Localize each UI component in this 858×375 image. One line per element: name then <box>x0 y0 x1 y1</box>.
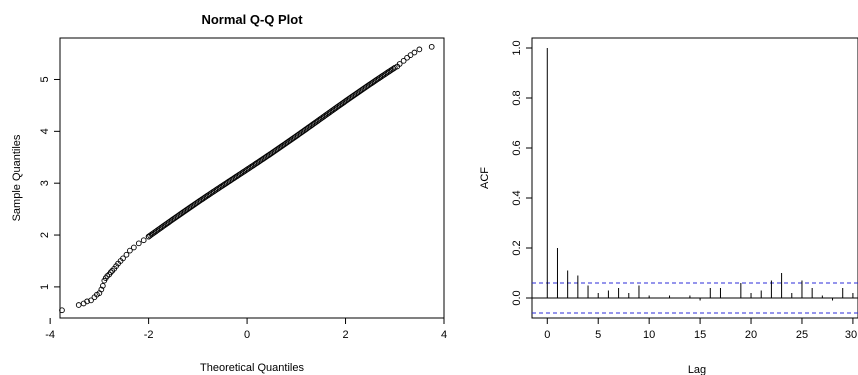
qq-point <box>226 178 233 184</box>
acf-y-tick-label: 0.4 <box>511 190 523 205</box>
qq-point <box>229 176 236 182</box>
acf-y-tick-label: 1.0 <box>511 40 523 55</box>
qq-point <box>416 46 423 53</box>
qq-x-tick-label: -2 <box>144 329 154 341</box>
acf-x-tick-label: 5 <box>595 329 601 341</box>
qq-y-tick-label: 4 <box>39 128 51 134</box>
qq-point <box>221 181 227 188</box>
qq-point <box>391 64 398 71</box>
qq-x-ticks: -4 -2 0 2 4 <box>45 318 447 341</box>
qq-plot-title: Normal Q-Q Plot <box>201 12 303 27</box>
qq-point <box>231 175 237 181</box>
qq-x-tick-label: 2 <box>342 329 348 341</box>
qq-y-ticks: 1 2 3 4 5 <box>39 76 60 290</box>
acf-y-axis-title: ACF <box>479 167 491 189</box>
qq-point <box>120 255 126 262</box>
qq-point <box>123 251 130 258</box>
qq-point <box>400 57 407 64</box>
qq-point <box>75 302 82 308</box>
qq-point <box>218 183 224 190</box>
acf-x-tick-label: 20 <box>745 329 757 341</box>
qq-point <box>234 173 240 180</box>
qq-point <box>407 52 414 58</box>
qq-point <box>390 65 397 72</box>
qq-point <box>216 184 223 191</box>
qq-point <box>396 61 403 67</box>
acf-x-tick-label: 25 <box>796 329 808 341</box>
qq-point <box>59 307 65 314</box>
qq-point <box>387 67 394 74</box>
qq-point <box>140 237 147 244</box>
acf-y-tick-label: 0.8 <box>511 90 523 105</box>
qq-point <box>241 168 248 175</box>
acf-plot-frame <box>531 37 858 319</box>
qq-point <box>244 166 250 173</box>
qq-point <box>232 174 239 180</box>
qq-point <box>228 177 234 183</box>
acf-x-tick-label: 10 <box>643 329 655 341</box>
qq-y-tick-label: 3 <box>39 180 51 186</box>
qq-point <box>215 185 221 192</box>
qq-x-tick-label: -4 <box>45 329 55 341</box>
qq-plot-frame <box>59 37 445 319</box>
acf-y-ticks: 0.0 0.2 0.4 0.6 0.8 1.0 <box>511 40 532 306</box>
acf-y-tick-label: 0.6 <box>511 140 523 155</box>
qq-point <box>107 269 114 276</box>
qq-point <box>130 244 137 251</box>
qq-point <box>219 182 226 189</box>
qq-plot: Normal Q-Q Plot Theoretical Quantiles Sa… <box>11 12 447 374</box>
acf-plot: Lag ACF 0 5 10 15 20 25 30 0.0 0.2 0.4 0.6 0.8 1.0 <box>479 37 858 375</box>
qq-y-tick-label: 1 <box>39 284 51 290</box>
qq-point <box>225 179 232 185</box>
qq-point <box>411 49 418 56</box>
qq-point <box>236 171 243 178</box>
acf-y-tick-label: 0.0 <box>511 290 523 305</box>
qq-point <box>235 172 242 179</box>
qq-point <box>127 247 133 254</box>
qq-point <box>245 165 252 172</box>
acf-x-axis-title: Lag <box>688 364 706 375</box>
qq-y-tick-label: 2 <box>39 232 51 238</box>
qq-point <box>242 167 249 174</box>
qq-x-tick-label: 4 <box>441 329 447 341</box>
qq-point <box>98 286 105 293</box>
qq-point <box>389 66 395 73</box>
qq-point <box>428 43 435 50</box>
qq-point <box>239 169 246 176</box>
qq-point <box>135 240 142 247</box>
qq-x-tick-label: 0 <box>244 329 250 341</box>
qq-point <box>84 298 90 305</box>
qq-y-tick-label: 5 <box>39 76 51 82</box>
acf-x-tick-label: 15 <box>694 329 706 341</box>
qq-x-axis-title: Theoretical Quantiles <box>200 362 304 374</box>
acf-x-ticks: 0 5 10 15 20 25 30 <box>544 318 857 341</box>
qq-points <box>59 43 435 314</box>
qq-point <box>222 180 229 187</box>
acf-y-tick-label: 0.2 <box>511 240 523 255</box>
qq-point <box>88 297 94 304</box>
acf-x-tick-label: 0 <box>544 329 550 341</box>
acf-x-tick-label: 30 <box>845 329 857 341</box>
qq-y-axis-title: Sample Quantiles <box>11 134 23 221</box>
qq-point <box>99 283 106 289</box>
qq-point <box>223 179 230 186</box>
acf-bars <box>532 48 858 314</box>
qq-point <box>238 170 245 177</box>
